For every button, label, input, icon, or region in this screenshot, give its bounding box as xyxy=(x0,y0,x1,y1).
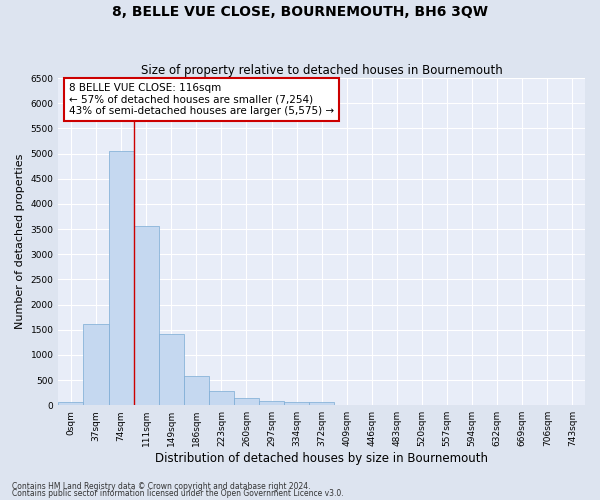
Bar xyxy=(209,390,234,405)
Bar xyxy=(234,398,259,405)
Text: 8, BELLE VUE CLOSE, BOURNEMOUTH, BH6 3QW: 8, BELLE VUE CLOSE, BOURNEMOUTH, BH6 3QW xyxy=(112,5,488,19)
Bar xyxy=(284,402,309,405)
Text: 8 BELLE VUE CLOSE: 116sqm
← 57% of detached houses are smaller (7,254)
43% of se: 8 BELLE VUE CLOSE: 116sqm ← 57% of detac… xyxy=(69,83,334,116)
Bar xyxy=(309,402,334,405)
Text: Contains public sector information licensed under the Open Government Licence v3: Contains public sector information licen… xyxy=(12,490,344,498)
Text: Contains HM Land Registry data © Crown copyright and database right 2024.: Contains HM Land Registry data © Crown c… xyxy=(12,482,311,491)
Bar xyxy=(159,334,184,405)
Bar xyxy=(109,150,134,405)
Title: Size of property relative to detached houses in Bournemouth: Size of property relative to detached ho… xyxy=(141,64,503,77)
X-axis label: Distribution of detached houses by size in Bournemouth: Distribution of detached houses by size … xyxy=(155,452,488,465)
Y-axis label: Number of detached properties: Number of detached properties xyxy=(15,154,25,330)
Bar xyxy=(259,400,284,405)
Bar xyxy=(184,376,209,405)
Bar xyxy=(83,324,109,405)
Bar xyxy=(58,402,83,405)
Bar xyxy=(134,226,159,405)
